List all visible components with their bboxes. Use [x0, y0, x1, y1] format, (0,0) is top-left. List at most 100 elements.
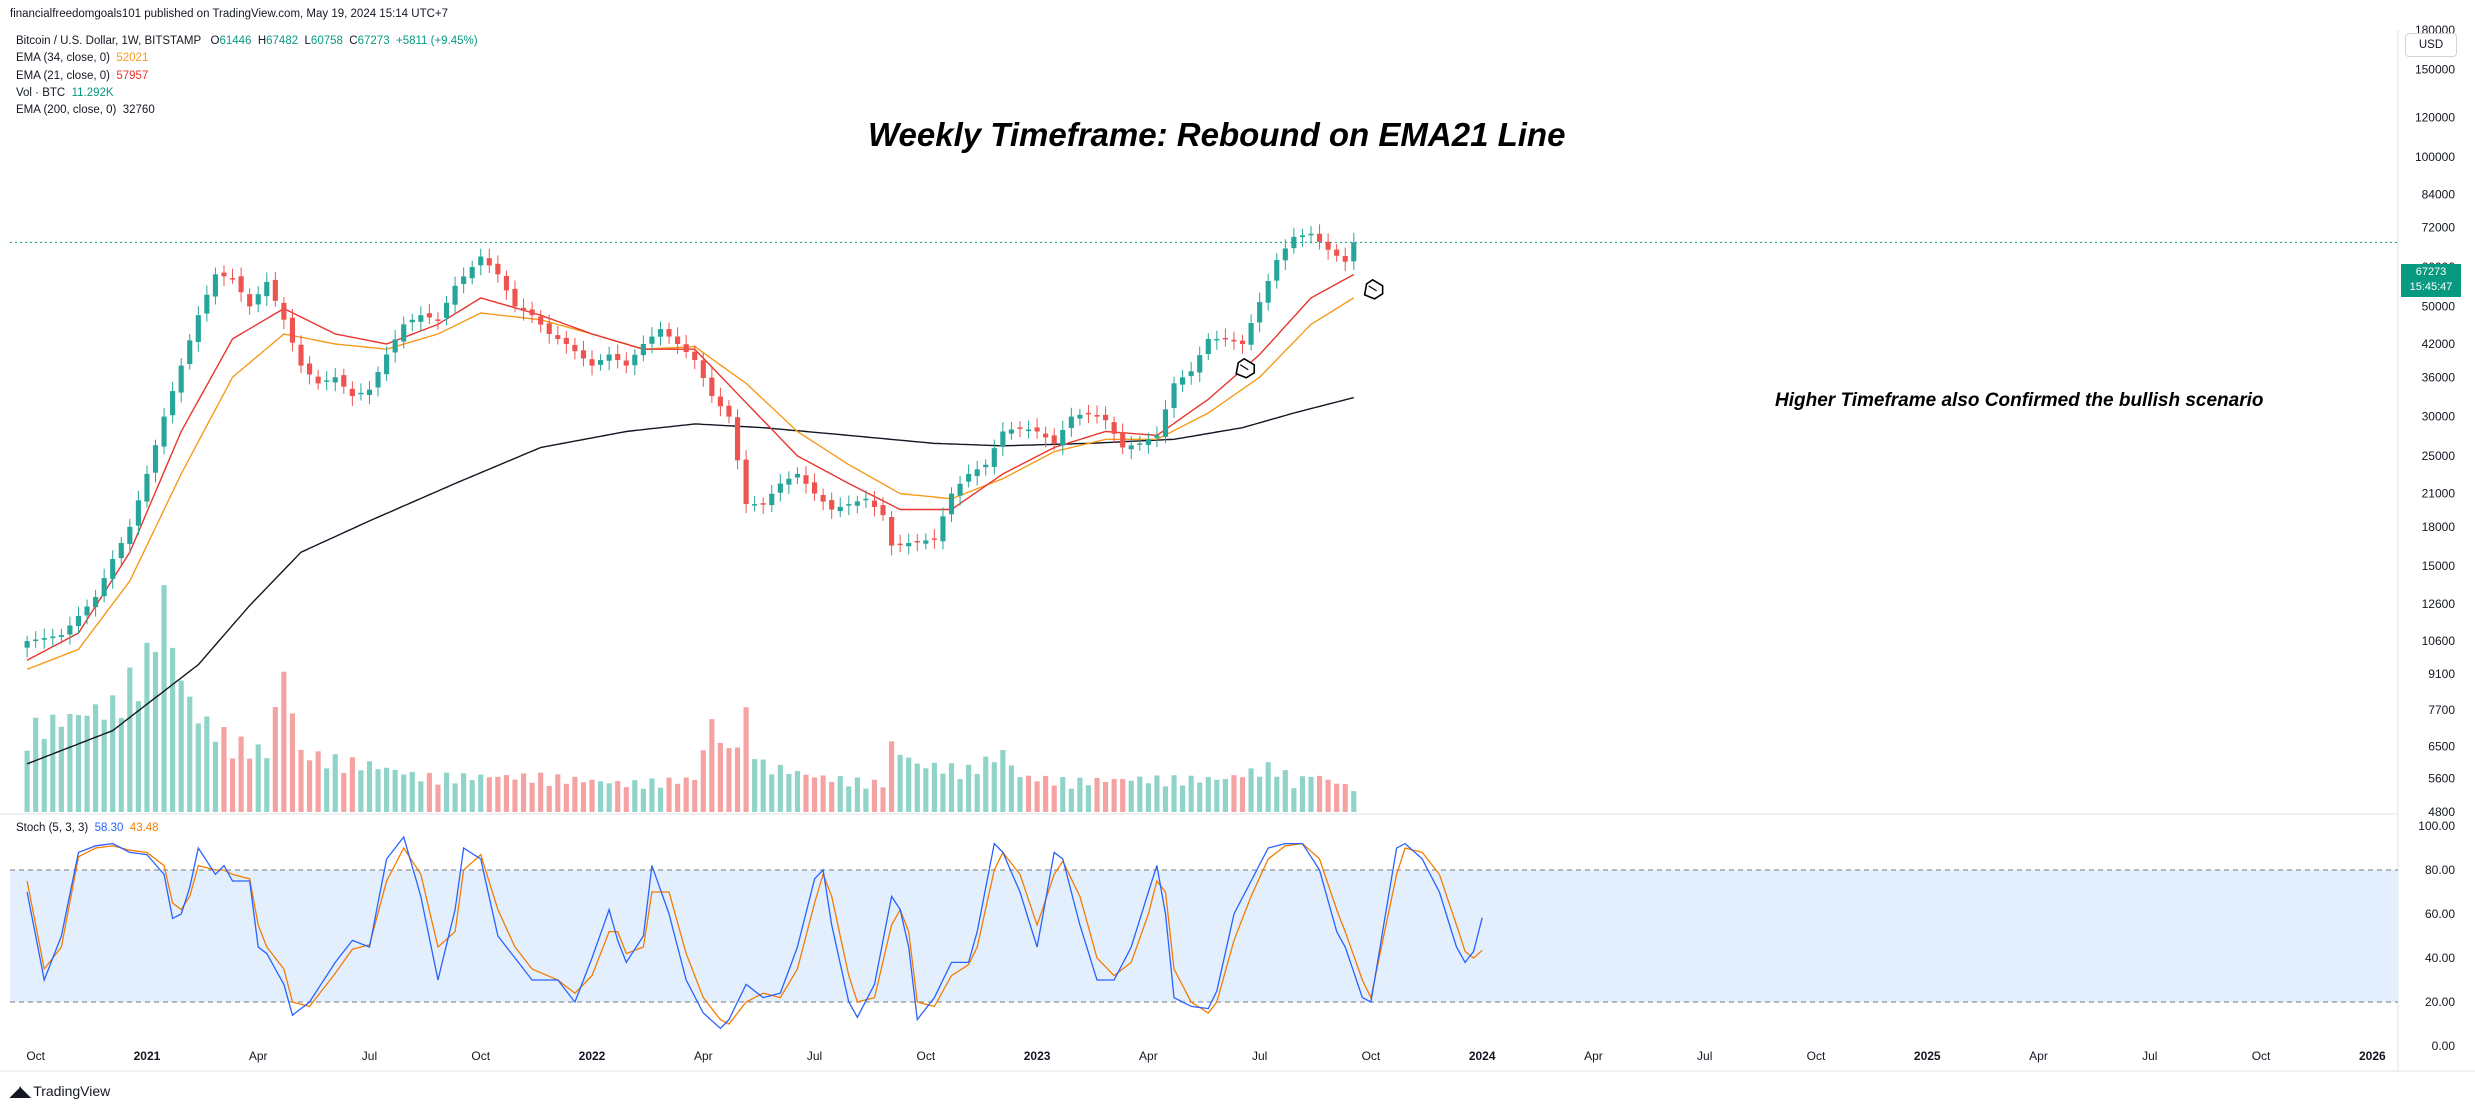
time-tick-label: 2023 [1024, 1049, 1051, 1063]
volume-bar [127, 667, 133, 812]
volume-bar [1085, 785, 1092, 812]
stoch-legend[interactable]: Stoch (5, 3, 3) 58.30 43.48 [16, 822, 159, 834]
volume-bar [1205, 777, 1211, 812]
volume-bar [666, 777, 672, 812]
volume-bar [555, 774, 561, 812]
candle-body [1342, 256, 1348, 262]
candle-body [503, 275, 509, 291]
volume-bar [41, 738, 47, 812]
volume-bar [486, 777, 492, 812]
candle-body [1351, 242, 1357, 262]
time-tick-label: Jul [807, 1049, 822, 1063]
legend-volume-row[interactable]: Vol · BTC 11.292K [16, 85, 478, 102]
time-tick-label: Oct [471, 1049, 490, 1063]
volume-bar [1060, 777, 1066, 812]
stoch-k-line [26, 835, 1483, 1030]
volume-bar [974, 773, 980, 812]
price-tick-label: 12600 [2422, 597, 2456, 611]
time-tick-label: 2026 [2359, 1049, 2386, 1063]
candle-body [854, 501, 860, 506]
candle-body [598, 360, 604, 365]
candle-body [529, 309, 535, 316]
candle-body [580, 350, 587, 359]
volume-bar [1068, 788, 1074, 812]
volume-bar [1257, 776, 1263, 812]
volume-bar [683, 777, 689, 812]
candle-body [1316, 233, 1323, 242]
time-tick-label: Apr [1139, 1049, 1158, 1063]
volume-bar [529, 782, 535, 812]
candle-body [914, 541, 920, 543]
legend-ema21-row[interactable]: EMA (21, close, 0) 57957 [16, 68, 478, 85]
ema34-value: 52021 [116, 52, 149, 65]
volume-bar [33, 717, 39, 812]
candle-body [426, 313, 432, 318]
stoch-d-value: 43.48 [129, 822, 159, 834]
candle-body [67, 625, 73, 635]
currency-button[interactable]: USD [2405, 33, 2457, 57]
symbol-name[interactable]: Bitcoin / U.S. Dollar, 1W, BITSTAMP [16, 35, 201, 47]
volume-bar [820, 775, 826, 812]
legend-ema200-row[interactable]: EMA (200, close, 0) 32760 [16, 102, 478, 119]
volume-bar [743, 707, 749, 812]
candle-body [974, 469, 980, 477]
candle-body [863, 498, 869, 501]
candle-body [940, 516, 946, 542]
price-tick-label: 72000 [2422, 221, 2456, 235]
ema21-line [26, 273, 1355, 661]
candle-body [1051, 435, 1057, 444]
volume-bar [238, 736, 244, 812]
price-tick-label: 5600 [2428, 772, 2455, 786]
volume-bar [341, 773, 347, 812]
candle-body [195, 315, 201, 342]
candle-body [1231, 339, 1237, 342]
volume-bar [366, 761, 373, 812]
candle-body [1205, 338, 1211, 355]
candle-body [589, 359, 595, 366]
volume-bar [1325, 779, 1331, 812]
series-legend: Bitcoin / U.S. Dollar, 1W, BITSTAMP O614… [16, 33, 478, 119]
candle-body [1094, 414, 1100, 417]
candle-body [957, 483, 963, 496]
volume-bar [264, 758, 270, 812]
annotation-note[interactable]: Higher Timeframe also Confirmed the bull… [1775, 390, 2264, 411]
legend-ema34-row[interactable]: EMA (34, close, 0) 52021 [16, 50, 478, 67]
volume-bar [1017, 777, 1023, 812]
candle-body [281, 302, 287, 320]
time-tick-label: Apr [249, 1049, 268, 1063]
price-tick-label: 36000 [2422, 370, 2456, 384]
candle-body [615, 353, 621, 361]
candle-body [255, 294, 261, 305]
volume-value: 11.292K [71, 86, 114, 99]
volume-bar [401, 774, 407, 812]
volume-bar [101, 719, 107, 812]
candle-body [349, 388, 355, 397]
volume-bar [1103, 781, 1109, 812]
candle-body [991, 448, 997, 467]
candle-body [563, 337, 569, 344]
tv-logo-icon: ◢◣ [10, 1083, 31, 1099]
candle-body [1128, 445, 1134, 450]
volume-bar [110, 695, 116, 812]
volume-bar [769, 774, 775, 812]
price-tick-label: 6500 [2428, 740, 2455, 754]
candle-body [1017, 427, 1023, 429]
candle-body [666, 329, 672, 337]
low-value: 60758 [310, 35, 343, 47]
candle-body [1291, 236, 1297, 249]
legend-main-row[interactable]: Bitcoin / U.S. Dollar, 1W, BITSTAMP O614… [16, 33, 478, 50]
volume-bar [178, 680, 184, 812]
candle-body [110, 559, 116, 579]
candle-body [187, 340, 193, 365]
candle-body [520, 307, 527, 311]
volume-bar [1274, 776, 1280, 812]
volume-bar [675, 783, 681, 812]
candle-body [469, 267, 475, 279]
time-tick-label: Apr [2029, 1049, 2048, 1063]
annotation-title[interactable]: Weekly Timeframe: Rebound on EMA21 Line [868, 116, 1566, 153]
tradingview-logo[interactable]: ◢◣ TradingView [10, 1083, 110, 1100]
bar-countdown: 15:45:47 [2409, 281, 2453, 293]
candle-body [966, 473, 972, 482]
candle-body [709, 377, 715, 397]
